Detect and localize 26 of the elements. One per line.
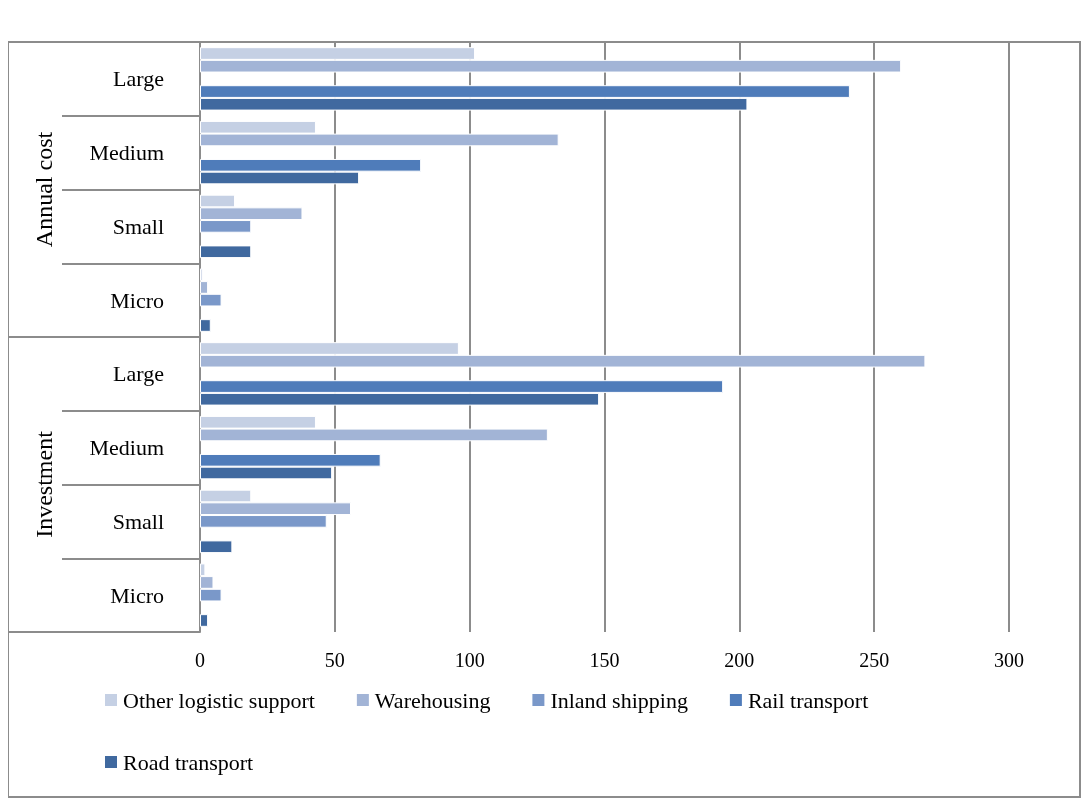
bar bbox=[200, 614, 209, 627]
text: Investment bbox=[31, 430, 57, 538]
x-tick-label: 0 bbox=[195, 649, 205, 671]
bar bbox=[200, 245, 252, 259]
y-tick-label: Micro bbox=[110, 287, 164, 313]
bar bbox=[200, 540, 233, 554]
y-tick-label: Medium bbox=[89, 140, 164, 166]
x-tick-label: 50 bbox=[324, 649, 345, 671]
x-tick-label: 200 bbox=[724, 649, 755, 671]
text: Annual cost bbox=[31, 131, 57, 248]
x-tick-label: 100 bbox=[454, 649, 485, 671]
y-tick-label: Micro bbox=[110, 582, 164, 608]
legend-label: Other logistic support bbox=[123, 687, 315, 713]
y-tick-label: Large bbox=[113, 361, 164, 387]
legend-label: Inland shipping bbox=[550, 687, 688, 713]
x-tick-label: 300 bbox=[994, 649, 1024, 671]
y-tick-label: Small bbox=[112, 508, 164, 534]
legend-label: Road transport bbox=[123, 749, 254, 775]
legend-label: Rail transport bbox=[747, 687, 869, 713]
legend-label: Warehousing bbox=[374, 687, 491, 713]
x-tick-label: 250 bbox=[859, 649, 890, 671]
y-tick-label: Medium bbox=[89, 435, 164, 461]
y-tick-label: Large bbox=[113, 66, 164, 92]
x-tick-label: 150 bbox=[589, 649, 620, 671]
y-tick-label: Small bbox=[112, 213, 164, 239]
bar bbox=[200, 319, 211, 332]
